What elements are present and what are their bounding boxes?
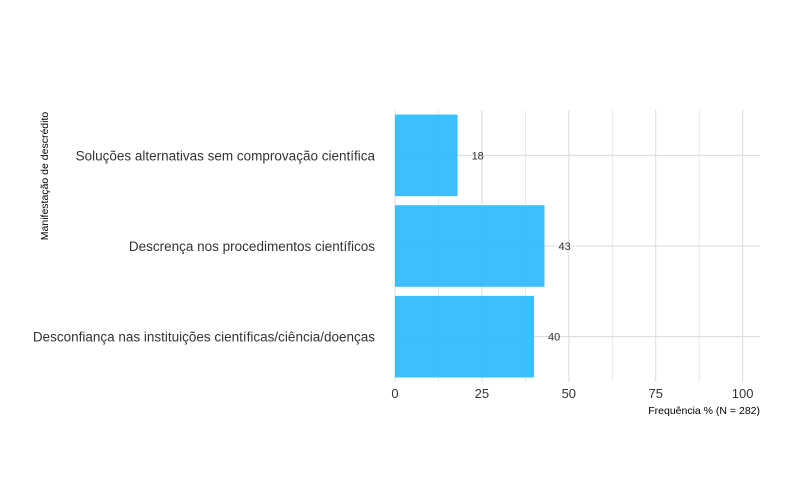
x-axis-title: Frequência % (N = 282) xyxy=(648,405,760,417)
category-label: Descrença nos procedimentos científicos xyxy=(129,239,375,254)
x-tick-label: 50 xyxy=(562,386,576,401)
y-axis-title: Manifestação de descrédito xyxy=(39,112,51,241)
category-label: Desconfiança nas instituições científica… xyxy=(33,330,375,345)
x-tick-label: 0 xyxy=(391,386,398,401)
value-label: 43 xyxy=(558,241,570,253)
value-label: 40 xyxy=(548,332,560,344)
bar xyxy=(395,205,545,287)
category-labels: Soluções alternativas sem comprovação ci… xyxy=(33,148,376,344)
x-tick-label: 75 xyxy=(648,386,662,401)
value-labels: 18 43 40 xyxy=(472,150,571,343)
bars xyxy=(395,114,545,378)
x-axis-ticks: 0 25 50 75 100 xyxy=(391,386,753,401)
x-tick-label: 25 xyxy=(475,386,489,401)
bar xyxy=(395,295,535,378)
category-label: Soluções alternativas sem comprovação ci… xyxy=(76,148,376,163)
bar xyxy=(395,114,458,197)
x-tick-label: 100 xyxy=(732,386,754,401)
value-label: 18 xyxy=(472,150,484,162)
